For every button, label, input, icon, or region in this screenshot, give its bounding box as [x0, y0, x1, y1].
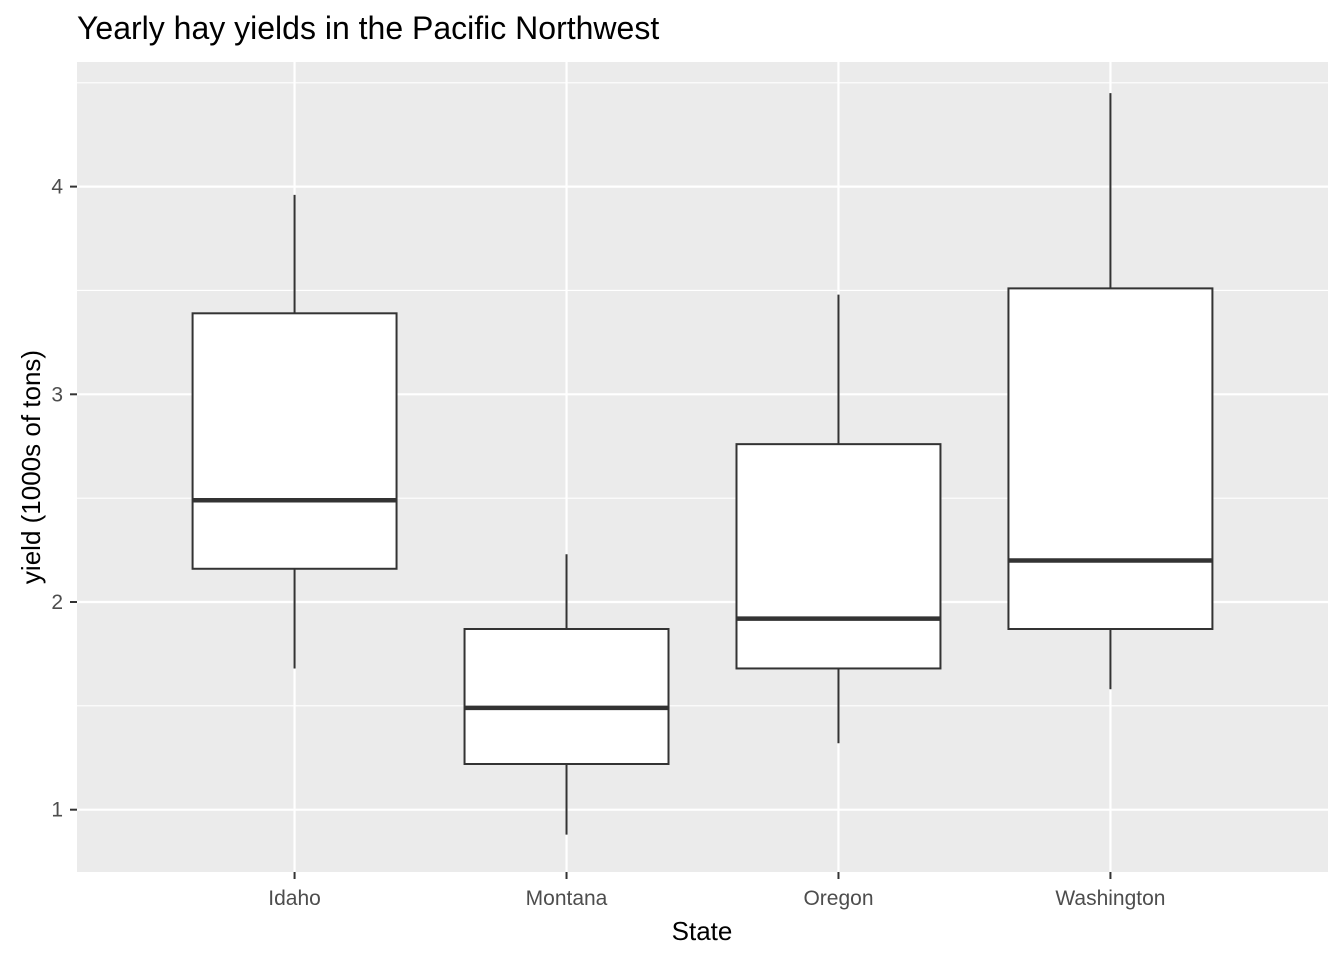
box-washington	[1007, 93, 1214, 690]
y-tick-label: 1	[51, 799, 63, 822]
box-iqr	[191, 312, 398, 570]
box-iqr	[735, 443, 942, 670]
y-axis: 1 2 3 4	[51, 176, 77, 822]
y-tick-label: 2	[51, 591, 63, 614]
y-tick-label: 4	[51, 176, 63, 199]
box-idaho	[191, 194, 398, 669]
box-oregon	[735, 294, 942, 744]
x-tick-label: Oregon	[803, 887, 873, 910]
x-tick-label: Idaho	[268, 887, 321, 910]
box-iqr	[1007, 287, 1214, 630]
y-axis-title: yield (1000s of tons)	[16, 350, 46, 584]
x-tick-label: Washington	[1055, 887, 1165, 910]
box-group	[191, 93, 1214, 835]
x-tick-label: Montana	[526, 887, 608, 910]
chart-title: Yearly hay yields in the Pacific Northwe…	[77, 10, 660, 46]
y-tick-label: 3	[51, 383, 63, 406]
box-iqr	[463, 628, 670, 765]
box-montana	[463, 554, 670, 835]
x-axis-title: State	[672, 916, 733, 946]
x-axis: Idaho Montana Oregon Washington	[268, 872, 1165, 910]
